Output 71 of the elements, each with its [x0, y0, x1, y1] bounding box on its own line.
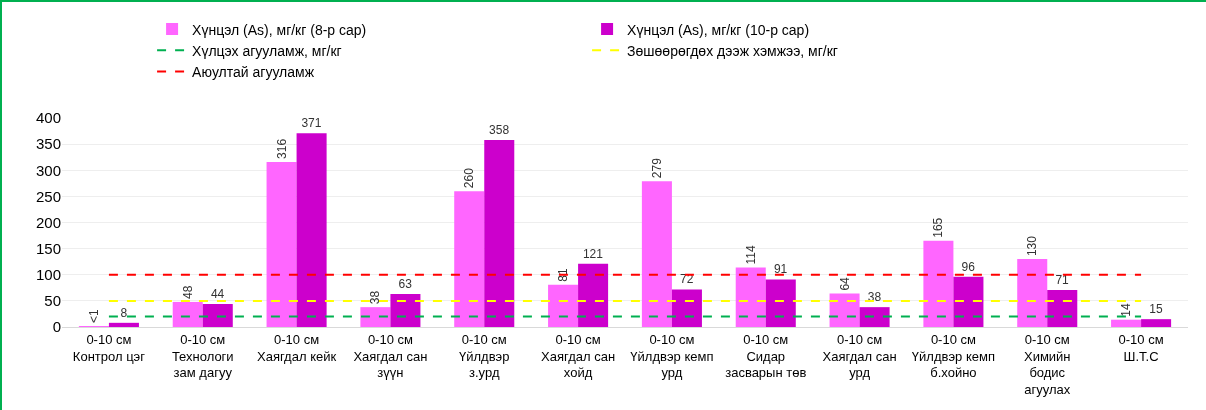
- x-tick-label: 0-10 см Үйлдвэр кемп б.хойно: [911, 331, 995, 381]
- bar: [578, 263, 609, 327]
- bar: [641, 181, 672, 327]
- data-label: 91: [773, 262, 788, 277]
- data-label: 121: [582, 246, 604, 261]
- legend-label: Хүнцэл (As), мг/кг (8-р сар): [192, 21, 367, 38]
- data-label: 260: [462, 167, 477, 189]
- x-tick-label: 0-10 см Химийн бодис агуулах: [1023, 331, 1071, 398]
- bar: [765, 279, 796, 327]
- legend-label: Хүлцэх агууламж, мг/кг: [192, 42, 342, 59]
- y-tick-label: 350: [35, 135, 61, 153]
- bar: [360, 307, 391, 327]
- x-tick-label: 0-10 см Хаягдал сан зүүн: [353, 331, 428, 381]
- data-label: 316: [274, 138, 289, 159]
- y-tick-label: 0: [52, 318, 61, 336]
- data-label: 8: [120, 305, 128, 320]
- x-tick-label: 0-10 см Үйлдвэр кемп урд: [630, 331, 714, 381]
- bar: [390, 294, 421, 327]
- bar: [953, 276, 984, 327]
- data-label: 38: [368, 290, 383, 305]
- bar: [923, 240, 954, 327]
- x-tick-label: 0-10 см Хаягдал сан хойд: [541, 331, 616, 381]
- y-tick-label: 100: [35, 266, 61, 283]
- data-label: 279: [649, 157, 664, 179]
- y-tick-label: 50: [44, 292, 61, 310]
- y-tick-label: 150: [35, 239, 61, 257]
- bar: [202, 304, 233, 327]
- legend-label: Хүнцэл (As), мг/кг (10-р сар): [627, 21, 810, 38]
- data-label: 81: [556, 268, 571, 282]
- data-label: 71: [1055, 272, 1070, 287]
- data-label: 15: [1149, 302, 1163, 317]
- bar: [1111, 319, 1142, 327]
- x-tick-label: 0-10 см Үйлдвэр з.урд: [459, 331, 510, 381]
- data-label: 371: [301, 116, 322, 131]
- legend-label: Зөшөөрөгдөх дээж хэмжээ, мг/кг: [627, 42, 838, 59]
- y-tick-label: 250: [35, 187, 61, 205]
- data-label: 44: [210, 287, 225, 302]
- x-tick-label: 0-10 см Хаягдал сан урд: [822, 331, 897, 381]
- x-tick-label: 0-10 см Сидар засварын төв: [725, 331, 807, 381]
- data-label: 165: [931, 217, 946, 238]
- bar: [671, 289, 702, 327]
- bar: [172, 301, 203, 327]
- y-tick-label: 200: [35, 213, 61, 231]
- data-label: 358: [489, 122, 510, 137]
- x-tick-label: 0-10 см Хаягдал кейк: [257, 331, 337, 364]
- bar: [1017, 259, 1048, 327]
- data-label: 114: [743, 244, 758, 265]
- bar: [548, 284, 579, 327]
- data-label: <1: [86, 308, 101, 323]
- data-label: 96: [961, 259, 976, 274]
- bar: [108, 322, 139, 327]
- bar: [735, 267, 766, 327]
- bar: [1047, 289, 1078, 327]
- data-label: 64: [837, 276, 852, 291]
- bar: [484, 139, 515, 327]
- bar: [454, 191, 485, 327]
- y-tick-label: 400: [35, 109, 61, 127]
- data-label: 48: [180, 285, 195, 299]
- bar: [1141, 319, 1172, 327]
- data-label: 14: [1119, 303, 1134, 317]
- data-label: 130: [1025, 235, 1040, 257]
- y-tick-label: 300: [35, 161, 61, 179]
- x-tick-label: 0-10 см Технологи зам дагуу: [171, 331, 234, 381]
- bar: [829, 293, 860, 327]
- data-label: 63: [398, 277, 413, 292]
- bar: [266, 161, 297, 327]
- legend-label: Аюултай агууламж: [192, 63, 315, 80]
- bar: [859, 307, 890, 327]
- x-tick-label: 0-10 см Ш.Т.С: [1118, 331, 1164, 364]
- bar: [296, 133, 327, 327]
- x-tick-label: 0-10 см Контрол цэг: [72, 331, 146, 364]
